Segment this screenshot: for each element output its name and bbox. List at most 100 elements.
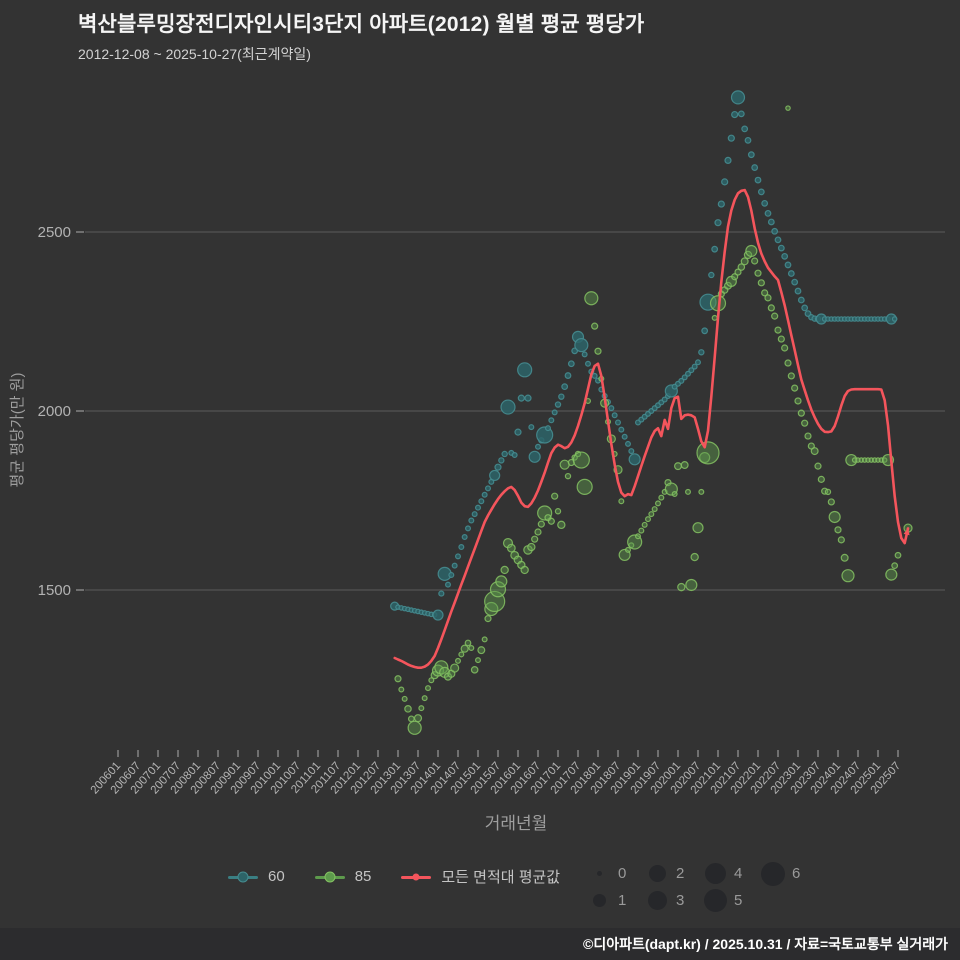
data-point[interactable]: [774, 326, 782, 334]
data-point[interactable]: [511, 452, 518, 459]
data-point[interactable]: [740, 257, 749, 266]
data-point[interactable]: [500, 399, 516, 415]
data-point[interactable]: [611, 412, 618, 419]
data-point[interactable]: [594, 347, 602, 355]
data-point[interactable]: [624, 440, 631, 447]
data-point[interactable]: [401, 695, 408, 702]
data-point[interactable]: [774, 236, 782, 244]
data-point[interactable]: [468, 644, 475, 651]
data-point[interactable]: [614, 419, 621, 426]
data-point[interactable]: [744, 136, 752, 144]
data-point[interactable]: [681, 374, 688, 381]
data-point[interactable]: [757, 279, 765, 287]
data-point[interactable]: [734, 268, 742, 276]
data-point[interactable]: [464, 639, 472, 647]
data-point[interactable]: [561, 383, 569, 391]
data-point[interactable]: [628, 448, 635, 455]
data-point[interactable]: [797, 296, 805, 304]
data-point[interactable]: [747, 151, 755, 159]
data-point[interactable]: [531, 535, 539, 543]
data-point[interactable]: [495, 575, 508, 588]
data-point[interactable]: [673, 462, 682, 471]
data-point[interactable]: [891, 316, 898, 322]
data-point[interactable]: [688, 367, 695, 374]
data-point[interactable]: [824, 488, 832, 496]
data-point[interactable]: [761, 199, 769, 207]
data-point[interactable]: [584, 291, 599, 306]
data-point[interactable]: [608, 405, 615, 412]
data-point[interactable]: [481, 491, 488, 498]
data-point[interactable]: [398, 686, 405, 693]
data-point[interactable]: [764, 209, 772, 217]
legend-item-60[interactable]: 60: [228, 868, 285, 885]
data-point[interactable]: [458, 544, 465, 551]
data-point[interactable]: [841, 569, 855, 583]
data-point[interactable]: [628, 453, 641, 466]
data-point[interactable]: [684, 370, 691, 377]
data-point[interactable]: [455, 657, 462, 664]
data-point[interactable]: [554, 508, 562, 515]
data-point[interactable]: [450, 663, 460, 673]
data-point[interactable]: [618, 426, 625, 433]
data-point[interactable]: [658, 494, 665, 501]
data-point[interactable]: [484, 615, 492, 623]
data-point[interactable]: [641, 521, 648, 528]
data-point[interactable]: [517, 394, 525, 402]
data-point[interactable]: [460, 644, 469, 653]
data-point[interactable]: [677, 582, 686, 592]
data-point[interactable]: [727, 134, 735, 142]
data-point[interactable]: [754, 269, 762, 277]
data-point[interactable]: [801, 304, 809, 312]
data-point[interactable]: [791, 384, 799, 392]
data-point[interactable]: [517, 362, 533, 378]
data-point[interactable]: [784, 359, 792, 367]
data-point[interactable]: [500, 565, 509, 575]
data-point[interactable]: [475, 657, 482, 664]
data-point[interactable]: [448, 571, 455, 578]
data-point[interactable]: [634, 533, 641, 540]
data-point[interactable]: [741, 125, 749, 133]
data-point[interactable]: [477, 646, 486, 655]
data-point[interactable]: [684, 488, 691, 495]
data-point[interactable]: [418, 705, 425, 712]
data-point[interactable]: [421, 695, 428, 702]
data-point[interactable]: [891, 562, 899, 570]
data-point[interactable]: [885, 568, 898, 581]
data-point[interactable]: [764, 294, 772, 302]
data-point[interactable]: [558, 393, 565, 400]
data-point[interactable]: [534, 443, 541, 450]
data-point[interactable]: [548, 417, 555, 424]
data-point[interactable]: [559, 459, 570, 470]
data-point[interactable]: [690, 552, 699, 562]
data-point[interactable]: [781, 252, 789, 260]
data-point[interactable]: [671, 491, 678, 498]
data-point[interactable]: [465, 525, 472, 532]
data-point[interactable]: [814, 462, 822, 470]
data-point[interactable]: [661, 396, 668, 403]
data-point[interactable]: [745, 244, 758, 258]
data-point[interactable]: [701, 327, 709, 335]
data-point[interactable]: [407, 720, 422, 735]
data-point[interactable]: [651, 506, 658, 513]
data-point[interactable]: [404, 705, 412, 713]
data-point[interactable]: [478, 498, 485, 505]
data-point[interactable]: [699, 451, 711, 464]
data-point[interactable]: [524, 394, 532, 402]
data-point[interactable]: [544, 425, 551, 432]
data-point[interactable]: [724, 156, 732, 164]
data-point[interactable]: [654, 500, 661, 507]
data-point[interactable]: [485, 485, 492, 492]
data-point[interactable]: [638, 527, 645, 534]
data-point[interactable]: [694, 359, 701, 366]
data-point[interactable]: [771, 312, 779, 320]
data-point[interactable]: [678, 377, 685, 384]
data-point[interactable]: [501, 450, 508, 458]
data-point[interactable]: [785, 105, 791, 111]
data-point[interactable]: [801, 419, 809, 427]
data-point[interactable]: [428, 677, 435, 684]
data-point[interactable]: [834, 526, 842, 534]
data-point[interactable]: [537, 520, 545, 528]
data-point[interactable]: [837, 536, 845, 544]
data-point[interactable]: [534, 528, 542, 536]
data-point[interactable]: [576, 478, 593, 495]
